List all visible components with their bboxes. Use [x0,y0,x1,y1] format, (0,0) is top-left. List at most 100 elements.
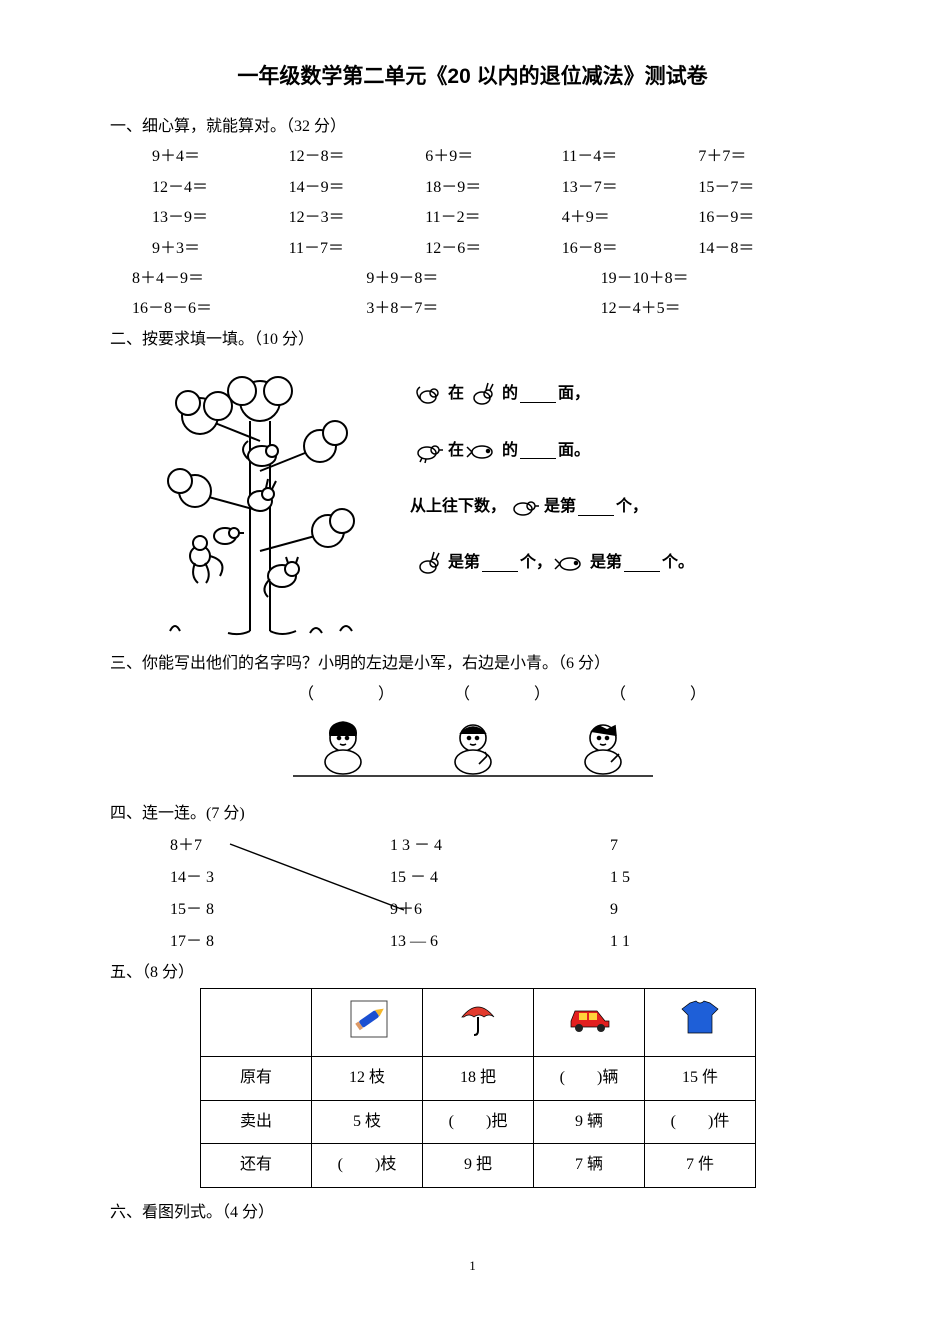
expr: 13－7＝ [562,173,699,203]
s6-heading: 六、看图列式。（4 分） [110,1198,835,1228]
expr: 8＋7 [170,830,390,862]
cell: ( )件 [645,1100,756,1143]
expr: 19－10＋8＝ [601,264,835,294]
s1-heading: 一、细心算，就能算对。（32 分） [110,112,835,142]
cell: 9 把 [423,1144,534,1187]
expr: 18－9＝ [425,173,562,203]
expr: 12－4＝ [152,173,289,203]
match-row: 15－ 8 9＋6 9 [170,894,835,926]
rabbit-icon [466,381,500,407]
bird-icon [412,438,446,464]
cell: 12 枝 [312,1057,423,1100]
expr: 4＋9＝ [562,203,699,233]
cell: 5 枝 [312,1100,423,1143]
text: 是第 [590,548,622,578]
expr: 11－4＝ [562,142,699,172]
cell: 7 件 [645,1144,756,1187]
blank [624,555,660,572]
section-3: 三、你能写出他们的名字吗？小明的左边是小军，右边是小青。（6 分） （ ） （ … [110,649,835,797]
blank [482,555,518,572]
row-label: 原有 [201,1057,312,1100]
section-1: 一、细心算，就能算对。（32 分） 9＋4＝ 12－8＝ 6＋9＝ 11－4＝ … [110,112,835,325]
calc-row: 13－9＝ 12－3＝ 11－2＝ 4＋9＝ 16－9＝ [110,203,835,233]
blank-cell [201,989,312,1057]
text: 个。 [662,548,694,578]
cell: 7 辆 [534,1144,645,1187]
expr: 17－ 8 [170,926,390,958]
paren-blank: （ ） [454,686,550,703]
section-2: 二、按要求填一填。（10 分） [110,325,835,641]
expr: 15－ 8 [170,894,390,926]
doc-title: 一年级数学第二单元《20 以内的退位减法》测试卷 [110,60,835,90]
text: 从上往下数， [410,492,506,522]
expr: 12－3＝ [289,203,426,233]
text: 面， [558,379,590,409]
calc-row: 8＋4－9＝ 9＋9－8＝ 19－10＋8＝ [110,264,835,294]
text: 在 [448,436,464,466]
text: 的 [502,436,518,466]
page: 一年级数学第二单元《20 以内的退位减法》测试卷 一、细心算，就能算对。（32 … [0,0,945,1314]
expr: 14－8＝ [698,234,835,264]
cell: ( )把 [423,1100,534,1143]
text: 面。 [558,436,590,466]
text: 的 [502,379,518,409]
calc-row: 9＋3＝ 11－7＝ 12－6＝ 16－8＝ 14－8＝ [110,234,835,264]
s4-heading: 四、连一连。(7 分) [110,799,835,829]
car-icon [534,989,645,1057]
expr: 11－7＝ [289,234,426,264]
blank [578,499,614,516]
tree-illustration [110,361,410,641]
num: 1 1 [610,926,730,958]
expr: 13 — 6 [390,926,610,958]
expr: 12－4＋5＝ [601,294,835,324]
expr: 9＋9－8＝ [366,264,600,294]
text: 个， [520,548,552,578]
expr: 3＋8－7＝ [366,294,600,324]
expr: 16－9＝ [698,203,835,233]
calc-row: 16－8－6＝ 3＋8－7＝ 12－4＋5＝ [110,294,835,324]
num: 9 [610,894,730,926]
expr: 12－8＝ [289,142,426,172]
bird-icon [508,494,542,520]
num: 1 5 [610,862,730,894]
expr: 9＋6 [390,894,610,926]
q5-table: 原有 12 枝 18 把 ( )辆 15 件 卖出 5 枝 ( )把 9 辆 (… [200,988,756,1188]
match-row: 17－ 8 13 — 6 1 1 [170,926,835,958]
calc-row: 9＋4＝ 12－8＝ 6＋9＝ 11－4＝ 7＋7＝ [110,142,835,172]
blank [520,386,556,403]
expr: 1 3 － 4 [390,830,610,862]
table-row: 还有 ( )枝 9 把 7 辆 7 件 [201,1144,756,1187]
umbrella-icon [423,989,534,1057]
s5-heading: 五、（8 分） [110,958,835,988]
s2-heading: 二、按要求填一填。（10 分） [110,325,835,355]
table-row: 原有 12 枝 18 把 ( )辆 15 件 [201,1057,756,1100]
expr: 14－9＝ [289,173,426,203]
expr: 9＋4＝ [152,142,289,172]
q2-fill-text: 在 的 面， 在 的 [410,361,835,641]
text: 是第 [544,492,576,522]
q3-blanks: （ ） （ ） （ ） [110,680,835,710]
text: 在 [448,379,464,409]
match-row: 8＋7 1 3 － 4 7 [170,830,835,862]
expr: 16－8－6＝ [132,294,366,324]
cell: ( )枝 [312,1144,423,1187]
num: 7 [610,830,730,862]
expr: 12－6＝ [425,234,562,264]
row-label: 卖出 [201,1100,312,1143]
paren-blank: （ ） [610,686,706,703]
expr: 13－9＝ [152,203,289,233]
text: 是第 [448,548,480,578]
expr: 11－2＝ [425,203,562,233]
squirrel-icon [412,381,446,407]
match-row: 14－ 3 15 － 4 1 5 [170,862,835,894]
expr: 6＋9＝ [425,142,562,172]
cell: 15 件 [645,1057,756,1100]
pencil-icon [312,989,423,1057]
fish-icon [554,550,588,576]
section-6: 六、看图列式。（4 分） [110,1198,835,1228]
blank [520,442,556,459]
row-label: 还有 [201,1144,312,1187]
table-row: 卖出 5 枝 ( )把 9 辆 ( )件 [201,1100,756,1143]
expr: 15 － 4 [390,862,610,894]
expr: 8＋4－9＝ [132,264,366,294]
